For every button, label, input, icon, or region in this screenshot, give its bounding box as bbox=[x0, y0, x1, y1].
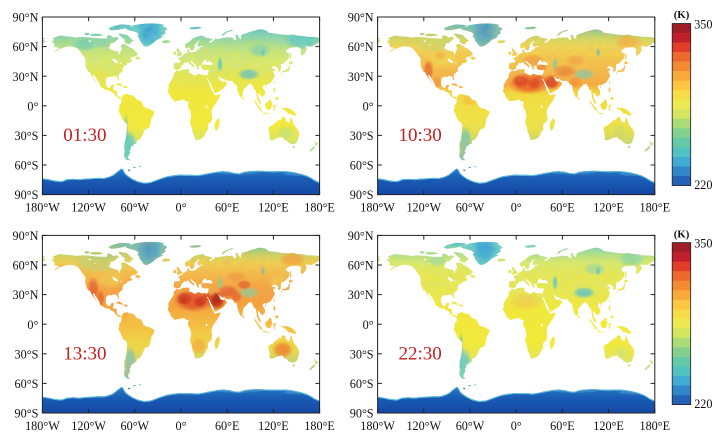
svg-text:180°W: 180°W bbox=[360, 200, 395, 214]
svg-text:0°: 0° bbox=[363, 318, 374, 332]
svg-text:60°N: 60°N bbox=[348, 40, 374, 54]
svg-text:90°N: 90°N bbox=[13, 229, 39, 243]
svg-text:180°W: 180°W bbox=[360, 419, 395, 433]
svg-text:0°: 0° bbox=[27, 99, 38, 113]
svg-text:90°S: 90°S bbox=[15, 188, 39, 202]
svg-text:60°E: 60°E bbox=[550, 200, 575, 214]
svg-text:90°N: 90°N bbox=[13, 11, 39, 25]
svg-text:90°S: 90°S bbox=[350, 188, 374, 202]
svg-text:120°E: 120°E bbox=[593, 200, 624, 214]
svg-text:180°W: 180°W bbox=[25, 419, 60, 433]
svg-text:0°: 0° bbox=[511, 419, 522, 433]
svg-text:13:30: 13:30 bbox=[63, 343, 106, 364]
svg-text:180°E: 180°E bbox=[639, 419, 670, 433]
svg-text:120°E: 120°E bbox=[258, 419, 289, 433]
svg-text:120°W: 120°W bbox=[406, 200, 441, 214]
svg-text:30°N: 30°N bbox=[13, 70, 39, 84]
svg-text:30°N: 30°N bbox=[13, 288, 39, 302]
svg-text:220: 220 bbox=[694, 397, 712, 411]
svg-text:0°: 0° bbox=[176, 200, 187, 214]
svg-text:(K): (K) bbox=[674, 9, 690, 21]
svg-text:60°W: 60°W bbox=[456, 200, 485, 214]
svg-text:30°N: 30°N bbox=[348, 288, 374, 302]
svg-text:90°N: 90°N bbox=[348, 11, 374, 25]
svg-text:30°S: 30°S bbox=[350, 347, 374, 361]
svg-text:220: 220 bbox=[694, 178, 712, 192]
svg-text:0°: 0° bbox=[511, 200, 522, 214]
svg-text:120°W: 120°W bbox=[71, 200, 106, 214]
svg-text:60°S: 60°S bbox=[350, 159, 374, 173]
svg-text:90°N: 90°N bbox=[348, 229, 374, 243]
svg-text:30°S: 30°S bbox=[350, 129, 374, 143]
svg-text:60°N: 60°N bbox=[13, 40, 39, 54]
svg-text:60°N: 60°N bbox=[13, 259, 39, 273]
svg-text:0°: 0° bbox=[176, 419, 187, 433]
svg-text:01:30: 01:30 bbox=[63, 125, 106, 146]
svg-text:60°E: 60°E bbox=[215, 200, 240, 214]
svg-text:180°W: 180°W bbox=[25, 200, 60, 214]
svg-text:0°: 0° bbox=[27, 318, 38, 332]
svg-text:60°E: 60°E bbox=[550, 419, 575, 433]
svg-text:30°S: 30°S bbox=[15, 347, 39, 361]
svg-text:120°E: 120°E bbox=[593, 419, 624, 433]
svg-text:120°E: 120°E bbox=[258, 200, 289, 214]
svg-text:60°N: 60°N bbox=[348, 259, 374, 273]
svg-text:60°E: 60°E bbox=[215, 419, 240, 433]
svg-text:60°S: 60°S bbox=[15, 377, 39, 391]
svg-text:90°S: 90°S bbox=[350, 407, 374, 421]
svg-text:60°W: 60°W bbox=[121, 200, 150, 214]
svg-text:(K): (K) bbox=[674, 228, 690, 240]
svg-text:90°S: 90°S bbox=[15, 407, 39, 421]
svg-text:120°W: 120°W bbox=[406, 419, 441, 433]
svg-text:60°S: 60°S bbox=[15, 159, 39, 173]
svg-text:60°W: 60°W bbox=[456, 419, 485, 433]
svg-text:350: 350 bbox=[694, 17, 712, 31]
svg-text:10:30: 10:30 bbox=[398, 125, 441, 146]
svg-text:350: 350 bbox=[694, 236, 712, 250]
svg-text:120°W: 120°W bbox=[71, 419, 106, 433]
svg-text:22:30: 22:30 bbox=[398, 343, 441, 364]
svg-text:180°E: 180°E bbox=[639, 200, 670, 214]
svg-text:180°E: 180°E bbox=[304, 419, 335, 433]
svg-text:0°: 0° bbox=[363, 99, 374, 113]
svg-text:30°S: 30°S bbox=[15, 129, 39, 143]
svg-text:180°E: 180°E bbox=[304, 200, 335, 214]
svg-text:60°S: 60°S bbox=[350, 377, 374, 391]
svg-text:30°N: 30°N bbox=[348, 70, 374, 84]
svg-text:60°W: 60°W bbox=[121, 419, 150, 433]
